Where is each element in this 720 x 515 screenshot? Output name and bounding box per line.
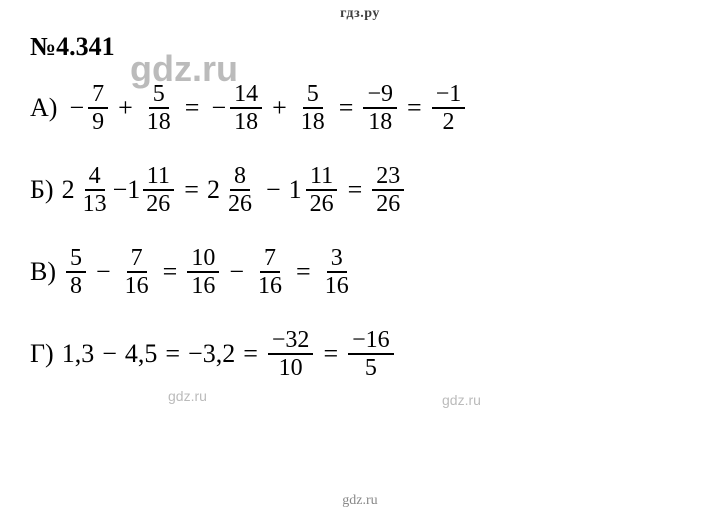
denominator: 26	[224, 191, 256, 216]
numerator: 11	[143, 164, 174, 191]
operator: −	[229, 257, 244, 287]
numerator: 4	[85, 164, 105, 191]
line-label: Б)	[30, 175, 54, 205]
denominator: 10	[275, 355, 307, 380]
operator: −	[102, 339, 117, 369]
fraction: 1126	[142, 164, 174, 216]
watermark: gdz.ru	[168, 388, 207, 404]
denominator: 8	[66, 273, 86, 298]
minus-sign: −	[69, 93, 84, 123]
operator: =	[163, 257, 178, 287]
equation-line-b: Б)2413−11126=2826−11126=2326	[30, 162, 690, 218]
fraction: 1126	[306, 164, 338, 216]
denominator: 9	[88, 109, 108, 134]
operator: =	[296, 257, 311, 287]
denominator: 16	[187, 273, 219, 298]
numerator: 7	[260, 246, 280, 273]
operator: =	[339, 93, 354, 123]
numerator: 8	[230, 164, 250, 191]
operator: +	[272, 93, 287, 123]
site-footer: gdz.ru	[0, 493, 720, 509]
numerator: 23	[372, 164, 404, 191]
denominator: 18	[364, 109, 396, 134]
numerator: −32	[268, 328, 314, 355]
numerator: 10	[187, 246, 219, 273]
numerator: 5	[303, 82, 323, 109]
denominator: 18	[143, 109, 175, 134]
fraction: 716	[254, 246, 286, 298]
numerator: 3	[327, 246, 347, 273]
line-label: Г)	[30, 339, 54, 369]
line-label: А)	[30, 93, 57, 123]
fraction: −918	[363, 82, 397, 134]
number-text: 1,3	[62, 339, 95, 369]
numerator: 7	[127, 246, 147, 273]
operator: +	[118, 93, 133, 123]
site-header: гдз.ру	[30, 0, 690, 32]
fraction: −12	[432, 82, 466, 134]
numerator: 14	[230, 82, 262, 109]
mixed-number: 11126	[289, 164, 340, 216]
mixed-number: 2413	[62, 164, 113, 216]
numerator: 5	[149, 82, 169, 109]
minus-sign: −	[211, 93, 226, 123]
operator: =	[165, 339, 180, 369]
fraction: 1016	[187, 246, 219, 298]
fraction: 716	[121, 246, 153, 298]
denominator: 26	[306, 191, 338, 216]
fraction: 1418	[230, 82, 262, 134]
denominator: 13	[79, 191, 111, 216]
number-text: 4,5	[125, 339, 158, 369]
denominator: 26	[142, 191, 174, 216]
number-text: −3,2	[188, 339, 235, 369]
numerator: 5	[66, 246, 86, 273]
denominator: 16	[321, 273, 353, 298]
number-text: −1	[113, 175, 141, 205]
numerator: 7	[88, 82, 108, 109]
fraction: 58	[66, 246, 86, 298]
fraction: −165	[348, 328, 394, 380]
denominator: 16	[254, 273, 286, 298]
fraction: −3210	[268, 328, 314, 380]
mixed-number: 2826	[207, 164, 258, 216]
watermark: gdz.ru	[442, 392, 481, 408]
equation-line-v: В)58−716=1016−716=316	[30, 244, 690, 300]
operator: =	[185, 93, 200, 123]
operator: =	[348, 175, 363, 205]
denominator: 16	[121, 273, 153, 298]
numerator: 11	[306, 164, 337, 191]
whole-part: 2	[207, 175, 220, 205]
numerator: −1	[432, 82, 466, 109]
denominator: 5	[361, 355, 381, 380]
fraction: 826	[224, 164, 256, 216]
equation-line-g: Г)1,3−4,5=−3,2=−3210=−165	[30, 326, 690, 382]
operator: =	[243, 339, 258, 369]
equation-line-a: А)−79+518=−1418+518=−918=−12	[30, 80, 690, 136]
denominator: 26	[372, 191, 404, 216]
fraction: 79	[88, 82, 108, 134]
whole-part: 2	[62, 175, 75, 205]
fraction: 518	[143, 82, 175, 134]
fraction: 316	[321, 246, 353, 298]
operator: −	[266, 175, 281, 205]
numerator: −16	[348, 328, 394, 355]
fraction: 413	[79, 164, 111, 216]
denominator: 2	[438, 109, 458, 134]
operator: −	[96, 257, 111, 287]
line-label: В)	[30, 257, 56, 287]
whole-part: 1	[289, 175, 302, 205]
operator: =	[184, 175, 199, 205]
problem-number: №4.341	[30, 32, 690, 62]
denominator: 18	[297, 109, 329, 134]
numerator: −9	[363, 82, 397, 109]
fraction: 2326	[372, 164, 404, 216]
denominator: 18	[230, 109, 262, 134]
fraction: 518	[297, 82, 329, 134]
operator: =	[407, 93, 422, 123]
operator: =	[323, 339, 338, 369]
